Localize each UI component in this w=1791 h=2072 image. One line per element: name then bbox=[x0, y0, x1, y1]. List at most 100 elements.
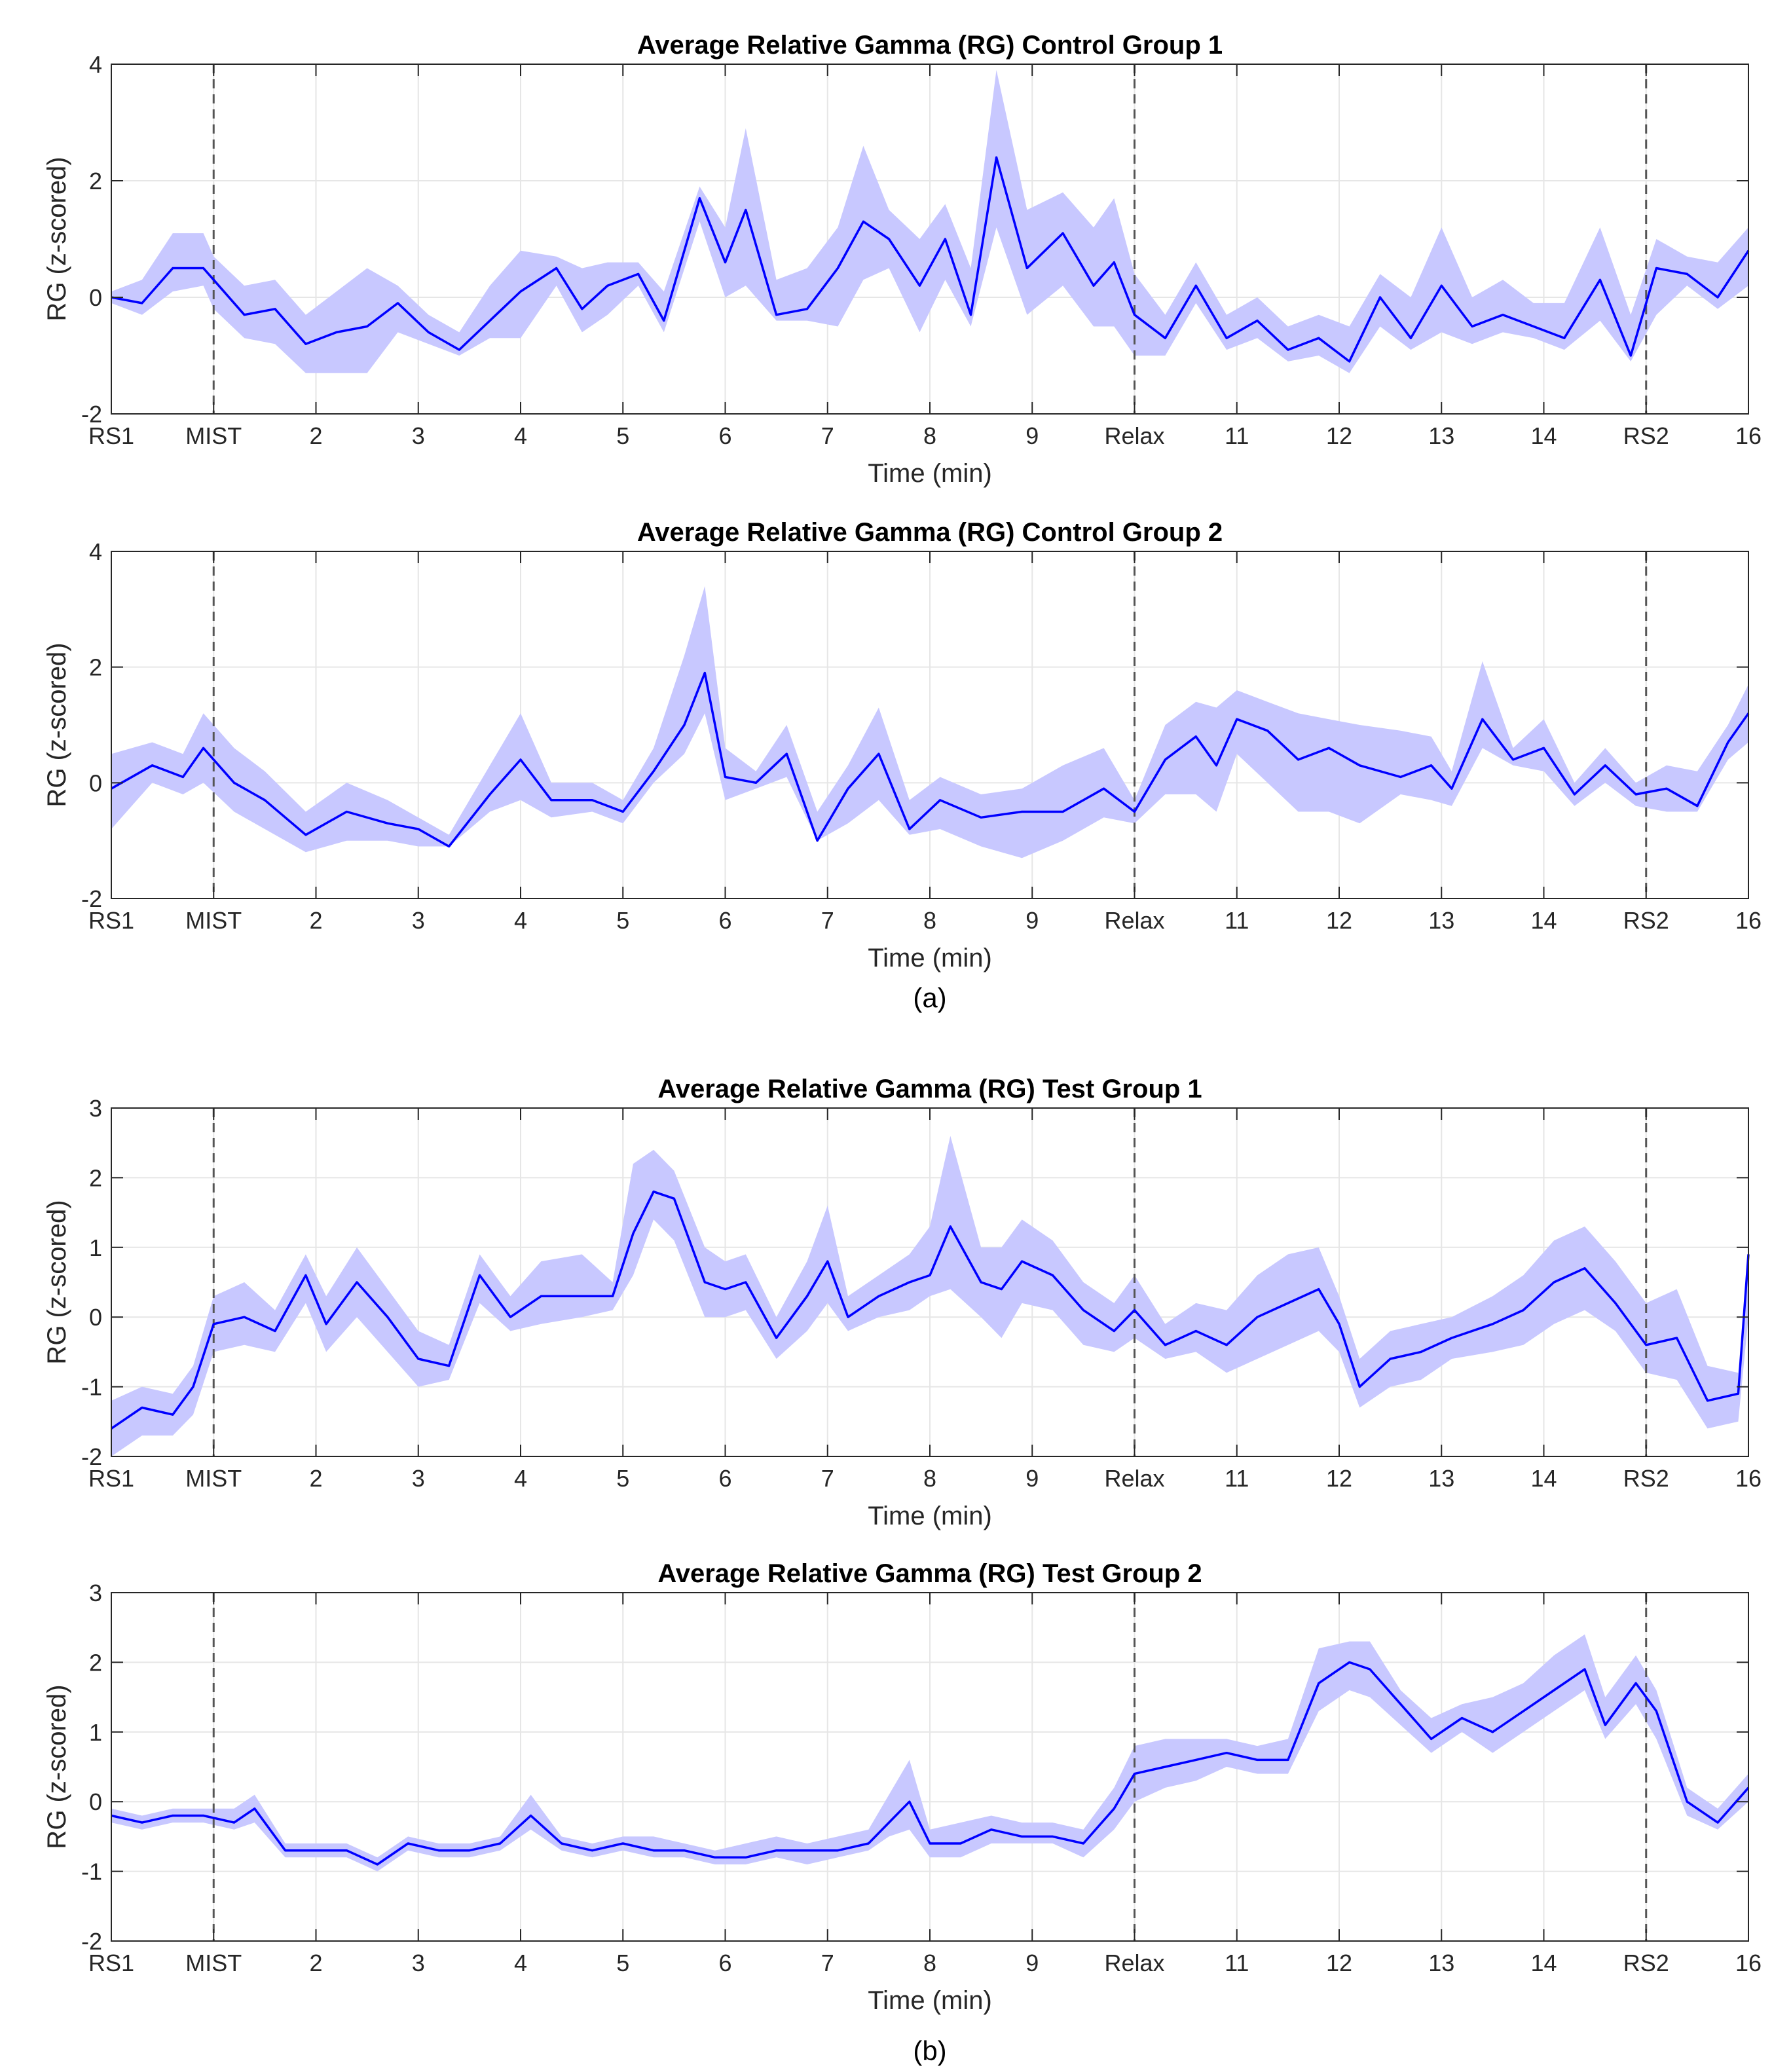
p4-chart-title: Average Relative Gamma (RG) Test Group 2 bbox=[657, 1559, 1202, 1588]
p3-x-tick-label: 11 bbox=[1225, 1465, 1249, 1492]
p1-x-tick-label: 3 bbox=[412, 422, 425, 449]
p1-x-tick-label: 6 bbox=[718, 422, 731, 449]
p1-x-tick-label: 9 bbox=[1025, 422, 1039, 449]
p3-x-tick-label: 2 bbox=[309, 1465, 322, 1492]
p1-x-tick-label: RS2 bbox=[1623, 422, 1669, 449]
p3-confidence-band bbox=[111, 1136, 1748, 1456]
p4-x-tick-label: 8 bbox=[923, 1950, 936, 1976]
p3-x-tick-label: RS1 bbox=[88, 1465, 134, 1492]
p1-confidence-band bbox=[111, 69, 1748, 373]
p3-x-tick-label: RS2 bbox=[1623, 1465, 1669, 1492]
p2-x-tick-label: 13 bbox=[1428, 907, 1454, 934]
p4-x-tick-label: 11 bbox=[1225, 1950, 1249, 1976]
p1-y-axis-label: RG (z-scored) bbox=[43, 157, 71, 321]
p4-y-tick-label: -1 bbox=[81, 1859, 102, 1885]
p4-x-tick-label: 14 bbox=[1530, 1950, 1557, 1976]
p1-x-tick-label: 16 bbox=[1735, 422, 1762, 449]
p2-x-tick-label: 6 bbox=[718, 907, 731, 934]
p1-mean-line bbox=[111, 156, 1750, 363]
p3-x-tick-label: 3 bbox=[412, 1465, 425, 1492]
p4-x-tick-label: 16 bbox=[1735, 1950, 1762, 1976]
p2-x-tick-label: 11 bbox=[1225, 907, 1249, 934]
p1-x-tick-label: MIST bbox=[185, 422, 242, 449]
p2-mean-line bbox=[111, 671, 1750, 848]
p1-x-tick-label: 7 bbox=[821, 422, 834, 449]
p3-chart-title: Average Relative Gamma (RG) Test Group 1 bbox=[657, 1075, 1202, 1103]
p4-x-tick-label: MIST bbox=[185, 1950, 242, 1976]
p3-y-tick-label: -2 bbox=[81, 1443, 102, 1470]
p4-x-tick-label: 3 bbox=[412, 1950, 425, 1976]
p1-chart-title: Average Relative Gamma (RG) Control Grou… bbox=[637, 31, 1223, 60]
p2-x-tick-label: 5 bbox=[616, 907, 629, 934]
p3-x-tick-label: 7 bbox=[821, 1465, 834, 1492]
p2-x-tick-label: 9 bbox=[1025, 907, 1039, 934]
p4-x-tick-label: 9 bbox=[1025, 1950, 1039, 1976]
p1-x-tick-label: 12 bbox=[1326, 422, 1352, 449]
p2-y-axis-label: RG (z-scored) bbox=[43, 642, 71, 807]
chart-panel-control-group-2: RS1 MIST 2 3 4 5 6 7 8 9 Relax 11 12 13 14 RS2 16 -2 0 2 4 Av… bbox=[43, 518, 1762, 972]
p2-y-tick-label: -2 bbox=[81, 885, 102, 912]
p1-x-tick-label: 2 bbox=[309, 422, 322, 449]
p3-x-tick-label: 13 bbox=[1428, 1465, 1454, 1492]
p4-y-tick-label: 1 bbox=[89, 1719, 102, 1746]
p2-x-tick-label: 16 bbox=[1735, 907, 1762, 934]
chart-panel-test-group-1: RS1 MIST 2 3 4 5 6 7 8 9 Relax 11 12 13 14 RS2 16-2-1012… bbox=[43, 1075, 1762, 1530]
p4-x-tick-label: 7 bbox=[821, 1950, 834, 1976]
p2-x-tick-label: 12 bbox=[1326, 907, 1352, 934]
p4-y-tick-label: 3 bbox=[89, 1580, 102, 1606]
p1-x-tick-label: 14 bbox=[1530, 422, 1557, 449]
p4-x-tick-label: 5 bbox=[616, 1950, 629, 1976]
p3-y-tick-label: 1 bbox=[89, 1234, 102, 1261]
p4-x-tick-label: 2 bbox=[309, 1950, 322, 1976]
p4-x-tick-label: 12 bbox=[1326, 1950, 1352, 1976]
p2-x-tick-label: 4 bbox=[514, 907, 527, 934]
p2-x-tick-label: MIST bbox=[185, 907, 242, 934]
p2-confidence-band bbox=[111, 586, 1748, 859]
p4-y-tick-label: 0 bbox=[89, 1788, 102, 1815]
p2-chart-title: Average Relative Gamma (RG) Control Grou… bbox=[637, 518, 1223, 547]
p1-x-tick-label: Relax bbox=[1104, 422, 1164, 449]
p2-y-tick-label: 2 bbox=[89, 654, 102, 681]
p2-x-tick-label: 2 bbox=[309, 907, 322, 934]
p3-y-axis-label: RG (z-scored) bbox=[43, 1200, 71, 1364]
p4-x-tick-label: 13 bbox=[1428, 1950, 1454, 1976]
p4-y-tick-label: 2 bbox=[89, 1649, 102, 1676]
p1-x-tick-label: RS1 bbox=[88, 422, 134, 449]
figure-label-b: (b) bbox=[913, 2035, 946, 2066]
p2-y-tick-label: 4 bbox=[89, 538, 102, 565]
p2-x-tick-label: Relax bbox=[1104, 907, 1164, 934]
p1-x-tick-label: 4 bbox=[514, 422, 527, 449]
p1-y-tick-label: 2 bbox=[89, 168, 102, 194]
p2-x-tick-label: RS1 bbox=[88, 907, 134, 934]
p4-x-axis-label: Time (min) bbox=[868, 1986, 992, 2015]
p1-y-tick-label: 4 bbox=[89, 51, 102, 78]
p1-y-tick-label: -2 bbox=[81, 401, 102, 428]
p3-x-tick-label: 14 bbox=[1530, 1465, 1557, 1492]
p2-x-tick-label: 8 bbox=[923, 907, 936, 934]
chart-panel-test-group-2: RS1 MIST 2 3 4 5 6 7 8 9 Relax 11 12 13 14 RS2 16-2-1012… bbox=[43, 1559, 1762, 2015]
p4-x-tick-label: Relax bbox=[1104, 1950, 1164, 1976]
chart-panel-control-group-1: RS1 MIST 2 3 4 5 6 7 8 9 Relax 11 12 13 14 RS2 16 -2 0 2 4 Av… bbox=[43, 31, 1762, 488]
p1-x-axis-label: Time (min) bbox=[868, 459, 992, 488]
p3-y-tick-label: -1 bbox=[81, 1374, 102, 1401]
p3-mean-line bbox=[111, 1190, 1750, 1430]
p2-x-tick-label: 3 bbox=[412, 907, 425, 934]
p4-mean-line bbox=[111, 1661, 1750, 1866]
p3-y-tick-label: 0 bbox=[89, 1304, 102, 1331]
p3-x-tick-label: 16 bbox=[1735, 1465, 1762, 1492]
p2-x-tick-label: RS2 bbox=[1623, 907, 1669, 934]
p2-x-tick-label: 14 bbox=[1530, 907, 1557, 934]
figure-label-a: (a) bbox=[913, 982, 946, 1013]
p4-y-axis-label: RG (z-scored) bbox=[43, 1684, 71, 1849]
p4-x-tick-label: 6 bbox=[718, 1950, 731, 1976]
p4-x-tick-label: RS1 bbox=[88, 1950, 134, 1976]
p4-x-tick-label: 4 bbox=[514, 1950, 527, 1976]
p2-y-tick-label: 0 bbox=[89, 769, 102, 796]
p1-x-tick-label: 8 bbox=[923, 422, 936, 449]
p1-x-tick-label: 5 bbox=[616, 422, 629, 449]
p4-x-tick-label: RS2 bbox=[1623, 1950, 1669, 1976]
p1-x-tick-label: 13 bbox=[1428, 422, 1454, 449]
p3-x-tick-label: 9 bbox=[1025, 1465, 1039, 1492]
p2-x-tick-label: 7 bbox=[821, 907, 834, 934]
